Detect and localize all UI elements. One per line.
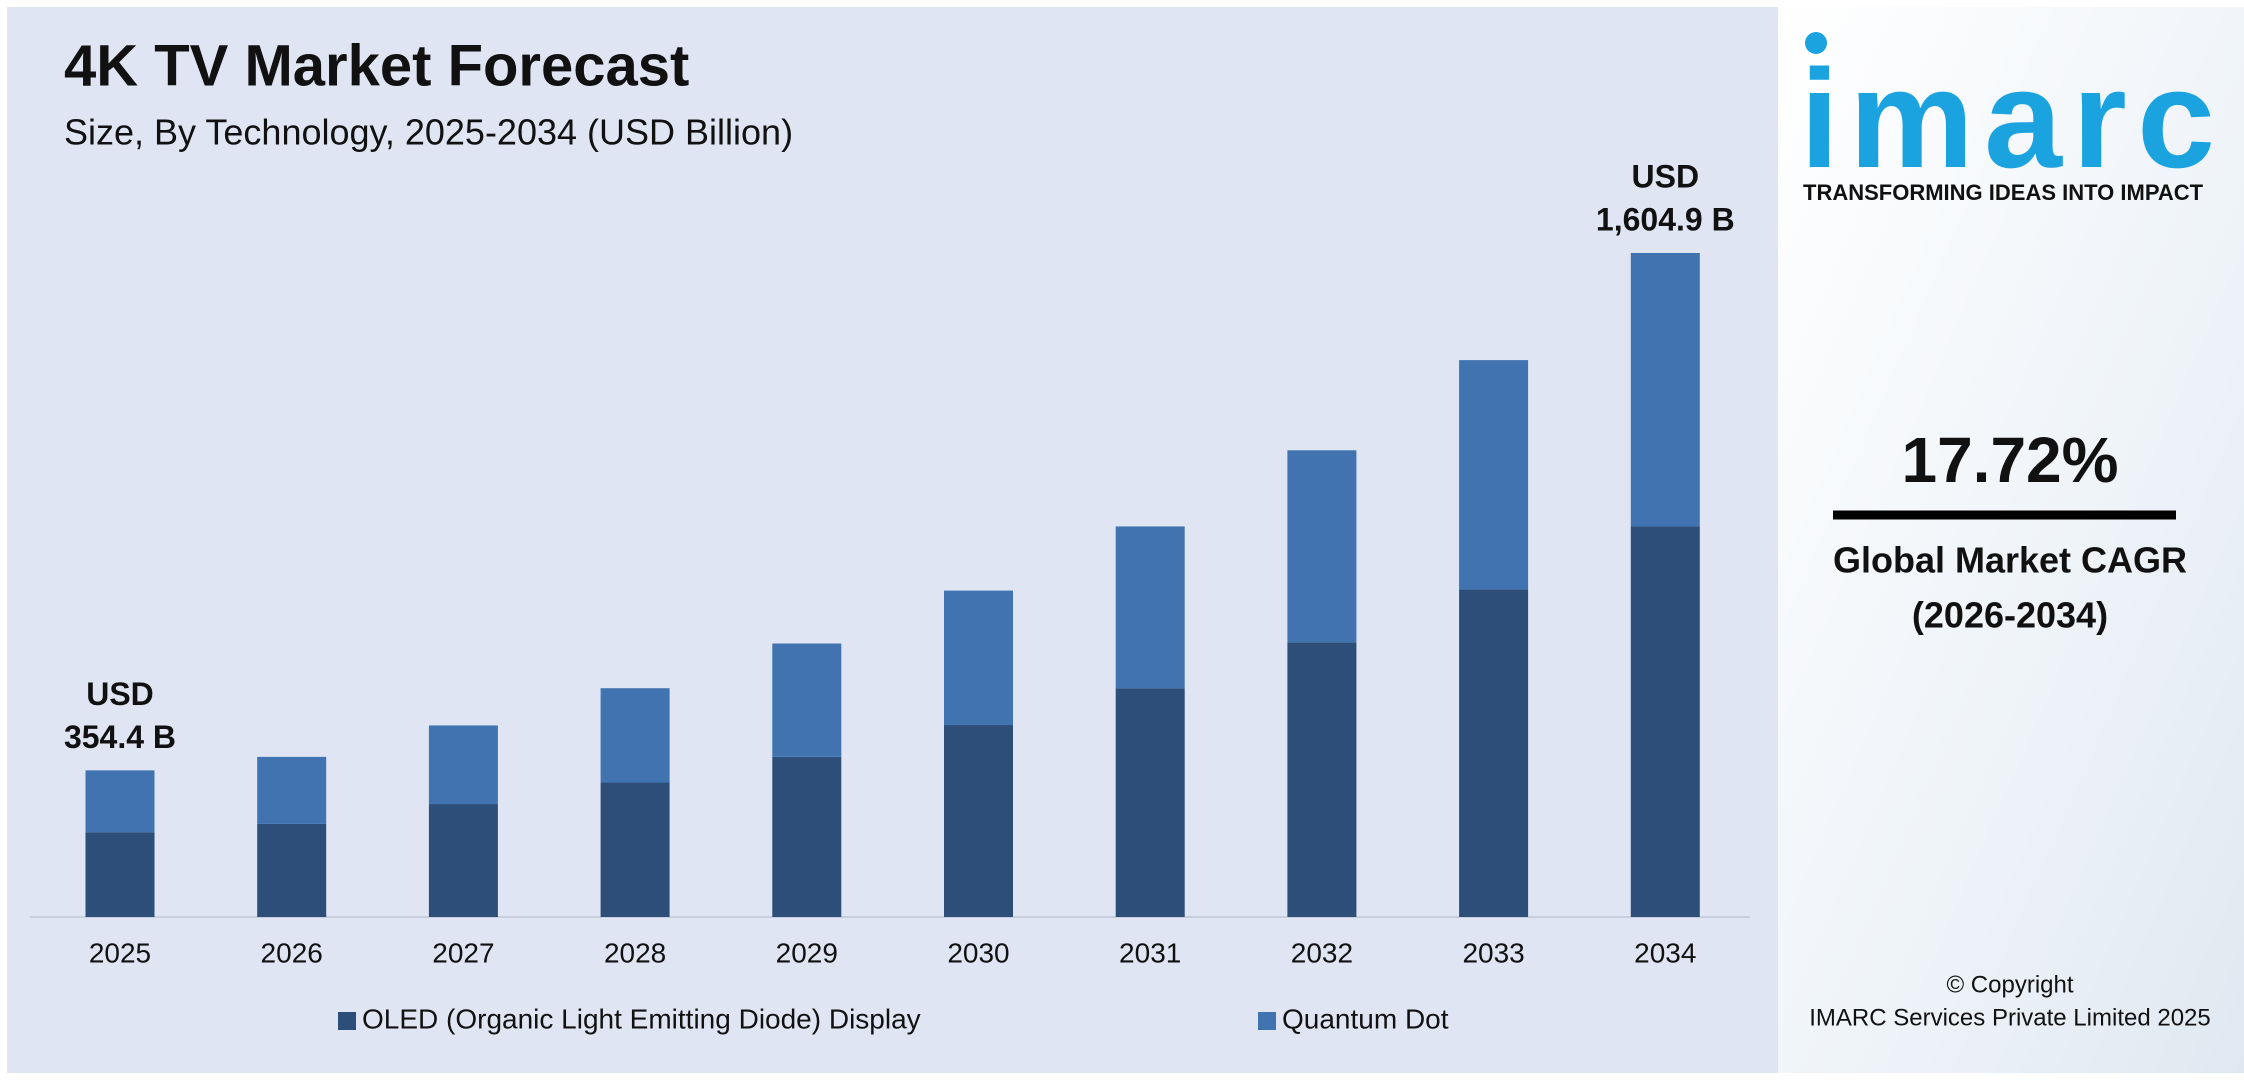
- bar-segment: [1287, 450, 1357, 643]
- bar-segment: [600, 688, 670, 783]
- chart-title: 4K TV Market Forecast: [64, 33, 689, 98]
- tagline: TRANSFORMING IDEAS INTO IMPACT: [1803, 180, 2204, 205]
- bar-segment: [1459, 589, 1529, 917]
- logo: imarc: [1800, 40, 2215, 197]
- x-tick-label: 2033: [1462, 937, 1524, 968]
- bar-segment: [428, 725, 498, 805]
- bar-segment: [257, 823, 327, 917]
- legend-swatch: [1258, 1012, 1276, 1030]
- annotation: USD: [86, 676, 154, 712]
- bar-segment: [772, 643, 842, 757]
- side-panel: [1778, 7, 2244, 1073]
- legend-label: OLED (Organic Light Emitting Diode) Disp…: [362, 1003, 921, 1034]
- x-tick-label: 2031: [1119, 937, 1181, 968]
- bar-segment: [1630, 526, 1700, 917]
- annotation: USD: [1632, 158, 1700, 194]
- bar-segment: [428, 804, 498, 917]
- copyright: © Copyright: [1946, 971, 2073, 998]
- legend-swatch: [338, 1012, 356, 1030]
- bar-segment: [1630, 253, 1700, 527]
- x-tick-label: 2027: [432, 937, 494, 968]
- bar-segment: [85, 832, 155, 917]
- bar-segment: [1459, 360, 1529, 590]
- bar-segment: [1115, 688, 1185, 917]
- bar-segment: [1115, 526, 1185, 689]
- bar-segment: [944, 725, 1013, 917]
- bar-segment: [1287, 642, 1357, 917]
- cagr-label: Global Market CAGR: [1833, 540, 2187, 581]
- x-tick-label: 2030: [947, 937, 1009, 968]
- bar-segment: [85, 770, 155, 833]
- bar-segment: [257, 756, 327, 824]
- chart-subtitle: Size, By Technology, 2025-2034 (USD Bill…: [64, 112, 793, 153]
- cagr-value: 17.72%: [1901, 424, 2118, 496]
- x-tick-label: 2034: [1634, 937, 1696, 968]
- bar-segment: [600, 782, 670, 917]
- x-tick-label: 2032: [1291, 937, 1353, 968]
- x-tick-label: 2028: [604, 937, 666, 968]
- cagr-period: (2026-2034): [1912, 595, 2108, 636]
- copyright-owner: IMARC Services Private Limited 2025: [1809, 1004, 2210, 1031]
- x-tick-label: 2026: [261, 937, 323, 968]
- annotation: 354.4 B: [64, 719, 176, 755]
- legend-label: Quantum Dot: [1282, 1003, 1449, 1034]
- logo-dot: [1805, 32, 1827, 54]
- bar-segment: [944, 590, 1013, 726]
- x-tick-label: 2029: [776, 937, 838, 968]
- annotation: 1,604.9 B: [1596, 201, 1735, 237]
- x-tick-label: 2025: [89, 937, 151, 968]
- bar-segment: [772, 756, 842, 917]
